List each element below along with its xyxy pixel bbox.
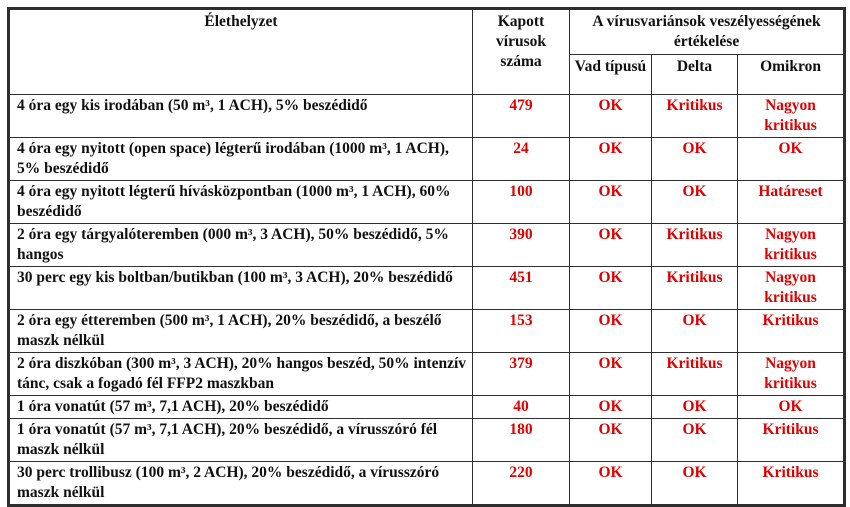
- table-row: 4 óra egy kis irodában (50 m³, 1 ACH), 5…: [8, 94, 846, 138]
- wild-type-cell: OK: [569, 352, 652, 396]
- delta-cell: OK: [651, 461, 738, 506]
- header-assessment-group: A vírusvariánsok veszélyességének értéke…: [568, 8, 846, 55]
- delta-cell: OK: [651, 395, 738, 419]
- virus-count-cell: 180: [472, 418, 570, 462]
- delta-cell: Kritikus: [651, 352, 738, 396]
- omicron-cell: OK: [736, 137, 846, 181]
- delta-cell: OK: [651, 309, 738, 353]
- header-row-variants: Vad típusú Delta Omikron: [9, 54, 846, 95]
- virus-count-cell: 390: [472, 223, 570, 267]
- table-row: 2 óra diszkóban (300 m³, 3 ACH), 20% han…: [8, 352, 846, 396]
- delta-cell: Kritikus: [651, 223, 738, 267]
- wild-type-cell: OK: [569, 418, 652, 462]
- wild-type-cell: OK: [569, 395, 652, 419]
- table-row: 4 óra egy nyitott (open space) légterű i…: [8, 137, 846, 181]
- table-body: 4 óra egy kis irodában (50 m³, 1 ACH), 5…: [8, 94, 846, 506]
- wild-type-cell: OK: [569, 309, 652, 353]
- delta-cell: OK: [651, 418, 738, 462]
- header-situation: Élethelyzet: [8, 8, 473, 95]
- wild-type-cell: OK: [569, 180, 652, 224]
- situation-cell: 30 perc trollibusz (100 m³, 2 ACH), 20% …: [8, 461, 473, 506]
- delta-cell: OK: [651, 137, 738, 181]
- virus-count-cell: 220: [472, 461, 570, 506]
- virus-count-cell: 100: [472, 180, 570, 224]
- wild-type-cell: OK: [569, 94, 652, 138]
- table-header: Élethelyzet Kapott vírusok száma A vírus…: [8, 8, 846, 95]
- situation-cell: 2 óra egy étteremben (500 m³, 1 ACH), 20…: [8, 309, 473, 353]
- situation-cell: 4 óra egy kis irodában (50 m³, 1 ACH), 5…: [8, 94, 473, 138]
- virus-count-cell: 479: [472, 94, 570, 138]
- omicron-cell: OK: [736, 395, 846, 419]
- situation-cell: 1 óra vonatút (57 m³, 7,1 ACH), 20% besz…: [8, 395, 473, 419]
- table-row: 1 óra vonatút (57 m³, 7,1 ACH), 20% besz…: [8, 418, 846, 462]
- omicron-cell: Nagyon kritikus: [736, 266, 846, 310]
- wild-type-cell: OK: [569, 461, 652, 506]
- wild-type-cell: OK: [569, 266, 652, 310]
- virus-count-cell: 24: [472, 137, 570, 181]
- situation-cell: 4 óra egy nyitott légterű hívásközpontba…: [8, 180, 473, 224]
- delta-cell: Kritikus: [651, 266, 738, 310]
- wild-type-cell: OK: [569, 223, 652, 267]
- omicron-cell: Kritikus: [736, 461, 846, 506]
- header-variant-omicron: Omikron: [736, 54, 846, 95]
- wild-type-cell: OK: [569, 137, 652, 181]
- situation-cell: 2 óra diszkóban (300 m³, 3 ACH), 20% han…: [8, 352, 473, 396]
- omicron-cell: Nagyon kritikus: [736, 94, 846, 138]
- omicron-cell: Nagyon kritikus: [736, 352, 846, 396]
- virus-risk-table: Élethelyzet Kapott vírusok száma A vírus…: [7, 7, 847, 507]
- header-variant-delta: Delta: [651, 54, 738, 95]
- table-row: 2 óra egy tárgyalóteremben (000 m³, 3 AC…: [8, 223, 846, 267]
- header-variant-wild: Vad típusú: [569, 54, 652, 95]
- situation-cell: 1 óra vonatút (57 m³, 7,1 ACH), 20% besz…: [8, 418, 473, 462]
- table-row: 30 perc trollibusz (100 m³, 2 ACH), 20% …: [8, 461, 846, 506]
- virus-count-cell: 451: [472, 266, 570, 310]
- situation-cell: 4 óra egy nyitott (open space) légterű i…: [8, 137, 473, 181]
- situation-cell: 30 perc egy kis boltban/butikban (100 m³…: [8, 266, 473, 310]
- omicron-cell: Kritikus: [736, 418, 846, 462]
- table-row: 30 perc egy kis boltban/butikban (100 m³…: [8, 266, 846, 310]
- delta-cell: Kritikus: [651, 94, 738, 138]
- omicron-cell: Kritikus: [736, 309, 846, 353]
- table-row: 2 óra egy étteremben (500 m³, 1 ACH), 20…: [8, 309, 846, 353]
- virus-count-cell: 153: [472, 309, 570, 353]
- omicron-cell: Nagyon kritikus: [736, 223, 846, 267]
- header-row-group: Élethelyzet Kapott vírusok száma A vírus…: [8, 8, 846, 95]
- table-row: 1 óra vonatút (57 m³, 7,1 ACH), 20% besz…: [8, 395, 846, 419]
- virus-count-cell: 40: [472, 395, 570, 419]
- omicron-cell: Határeset: [736, 180, 846, 224]
- header-virus-count: Kapott vírusok száma: [472, 8, 570, 95]
- table-row: 4 óra egy nyitott légterű hívásközpontba…: [8, 180, 846, 224]
- virus-count-cell: 379: [472, 352, 570, 396]
- delta-cell: OK: [651, 180, 738, 224]
- situation-cell: 2 óra egy tárgyalóteremben (000 m³, 3 AC…: [8, 223, 473, 267]
